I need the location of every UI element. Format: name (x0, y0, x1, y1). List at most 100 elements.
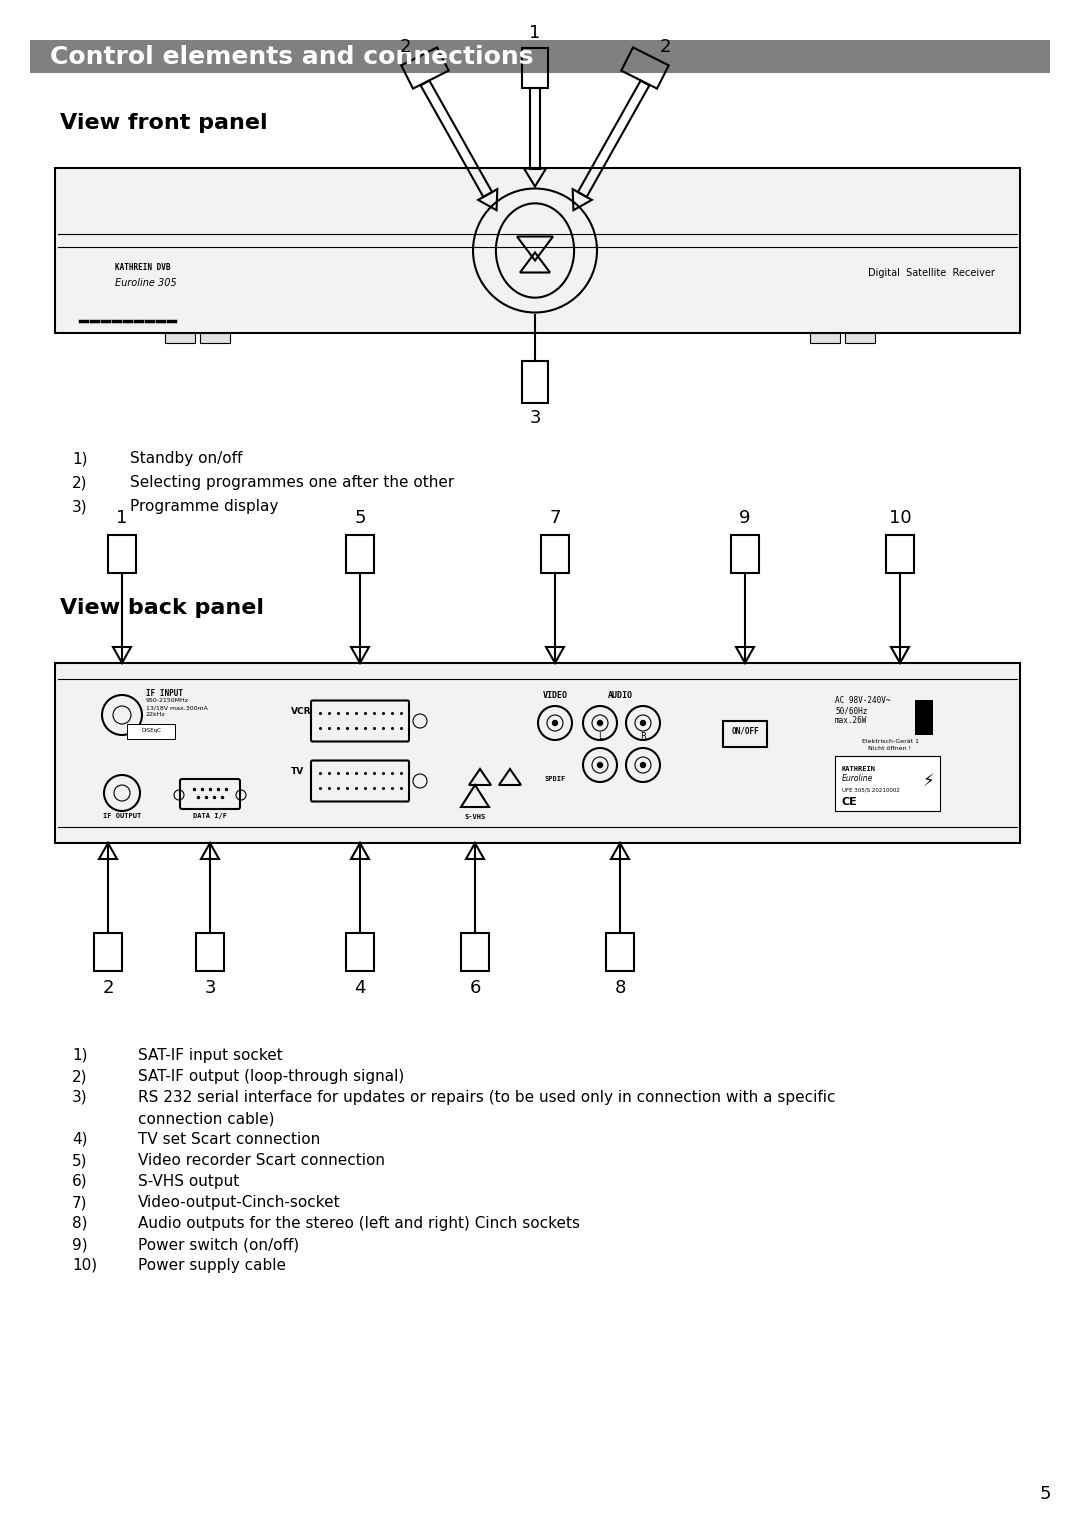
Text: VCR: VCR (291, 706, 311, 715)
Bar (55, 168, 1020, 333)
Text: ON/OFF: ON/OFF (731, 726, 759, 735)
Bar (541, 535, 569, 573)
Text: Power supply cable: Power supply cable (138, 1258, 286, 1273)
Text: View front panel: View front panel (60, 113, 268, 133)
Text: 6): 6) (72, 1174, 87, 1189)
Circle shape (640, 762, 646, 767)
Circle shape (597, 721, 603, 726)
Bar (94, 934, 122, 970)
Bar (522, 361, 548, 403)
Text: RS 232 serial interface for updates or repairs (to be used only in connection wi: RS 232 serial interface for updates or r… (138, 1089, 836, 1105)
Text: 13/18V max.300mA: 13/18V max.300mA (146, 706, 207, 711)
Bar (346, 934, 374, 970)
Text: Programme display: Programme display (130, 500, 279, 513)
Text: IF INPUT: IF INPUT (146, 689, 183, 697)
Text: 22kHz: 22kHz (146, 712, 165, 718)
Bar (810, 333, 840, 342)
Text: AC 98V-240V~: AC 98V-240V~ (835, 695, 891, 704)
Bar (55, 663, 1020, 843)
Text: 5: 5 (354, 509, 366, 527)
Text: 1: 1 (529, 24, 541, 41)
Text: 1: 1 (117, 509, 127, 527)
Bar (835, 756, 940, 811)
Bar (461, 934, 489, 970)
Bar (915, 700, 933, 735)
Bar (845, 333, 875, 342)
Text: SPDIF: SPDIF (544, 776, 566, 782)
Text: 7): 7) (72, 1195, 87, 1210)
Text: Euroline 305: Euroline 305 (114, 278, 177, 287)
Bar (731, 535, 759, 573)
Text: L: L (597, 732, 603, 741)
Text: 3: 3 (529, 410, 541, 426)
Text: Video-output-Cinch-socket: Video-output-Cinch-socket (138, 1195, 340, 1210)
Text: View back panel: View back panel (60, 597, 264, 617)
Circle shape (640, 721, 646, 726)
Text: 950-2150MHz: 950-2150MHz (146, 698, 189, 703)
Text: Euroline: Euroline (842, 775, 874, 782)
Text: UFE 305/S 20210002: UFE 305/S 20210002 (842, 787, 900, 792)
Text: 2: 2 (659, 38, 671, 57)
Text: AUDIO: AUDIO (607, 691, 633, 700)
Text: Power switch (on/off): Power switch (on/off) (138, 1238, 299, 1251)
Text: 8: 8 (615, 979, 625, 996)
Bar (606, 934, 634, 970)
Text: 3: 3 (204, 979, 216, 996)
Bar (165, 333, 195, 342)
Text: Control elements and connections: Control elements and connections (50, 44, 534, 69)
Text: 2: 2 (103, 979, 113, 996)
Text: Nicht öffnen !: Nicht öffnen ! (868, 746, 912, 750)
Text: CE: CE (842, 798, 858, 807)
Bar (723, 721, 767, 747)
Text: Selecting programmes one after the other: Selecting programmes one after the other (130, 475, 455, 490)
Text: 3): 3) (72, 1089, 87, 1105)
Text: 10): 10) (72, 1258, 97, 1273)
Bar (522, 47, 548, 89)
Text: 10: 10 (889, 509, 912, 527)
Text: 8): 8) (72, 1216, 87, 1232)
Text: SAT-IF output (loop-through signal): SAT-IF output (loop-through signal) (138, 1070, 404, 1083)
Bar (200, 333, 230, 342)
Bar (346, 535, 374, 573)
Text: 5: 5 (1039, 1485, 1051, 1504)
Text: TV set Scart connection: TV set Scart connection (138, 1132, 321, 1148)
Text: SAT-IF input socket: SAT-IF input socket (138, 1048, 283, 1063)
Text: 2): 2) (72, 1070, 87, 1083)
Text: Video recorder Scart connection: Video recorder Scart connection (138, 1154, 384, 1167)
Text: 5): 5) (72, 1154, 87, 1167)
Text: 1): 1) (72, 1048, 87, 1063)
Circle shape (597, 762, 603, 767)
Text: 6: 6 (470, 979, 481, 996)
Text: DiSEqC: DiSEqC (141, 727, 161, 733)
Text: VIDEO: VIDEO (542, 691, 567, 700)
Text: 1): 1) (72, 451, 87, 466)
Text: 4: 4 (354, 979, 366, 996)
Bar (108, 535, 136, 573)
Text: Audio outputs for the stereo (left and right) Cinch sockets: Audio outputs for the stereo (left and r… (138, 1216, 580, 1232)
Text: ⚡: ⚡ (922, 772, 934, 790)
Text: KATHREIN DVB: KATHREIN DVB (114, 263, 171, 272)
Text: DATA I/F: DATA I/F (193, 813, 227, 819)
Text: max.26W: max.26W (835, 717, 867, 724)
Text: 50/60Hz: 50/60Hz (835, 706, 867, 715)
Bar (195, 934, 224, 970)
Text: Elektrisch-Gerät 1: Elektrisch-Gerät 1 (862, 740, 918, 744)
Circle shape (553, 721, 557, 726)
Text: Standby on/off: Standby on/off (130, 451, 242, 466)
Text: 7: 7 (550, 509, 561, 527)
Text: 2): 2) (72, 475, 87, 490)
Text: IF OUTPUT: IF OUTPUT (103, 813, 141, 819)
Text: 4): 4) (72, 1132, 87, 1148)
Text: 3): 3) (72, 500, 87, 513)
Bar (886, 535, 914, 573)
Bar (30, 40, 1050, 73)
Text: connection cable): connection cable) (138, 1111, 274, 1126)
Text: 9): 9) (72, 1238, 87, 1251)
Text: S-VHS output: S-VHS output (138, 1174, 240, 1189)
Text: TV: TV (291, 767, 303, 776)
Text: 2: 2 (400, 38, 410, 57)
Text: S-VHS: S-VHS (464, 814, 486, 821)
Text: KATHREIN: KATHREIN (842, 766, 876, 772)
Text: Digital  Satellite  Receiver: Digital Satellite Receiver (868, 267, 995, 278)
Bar (127, 724, 175, 740)
